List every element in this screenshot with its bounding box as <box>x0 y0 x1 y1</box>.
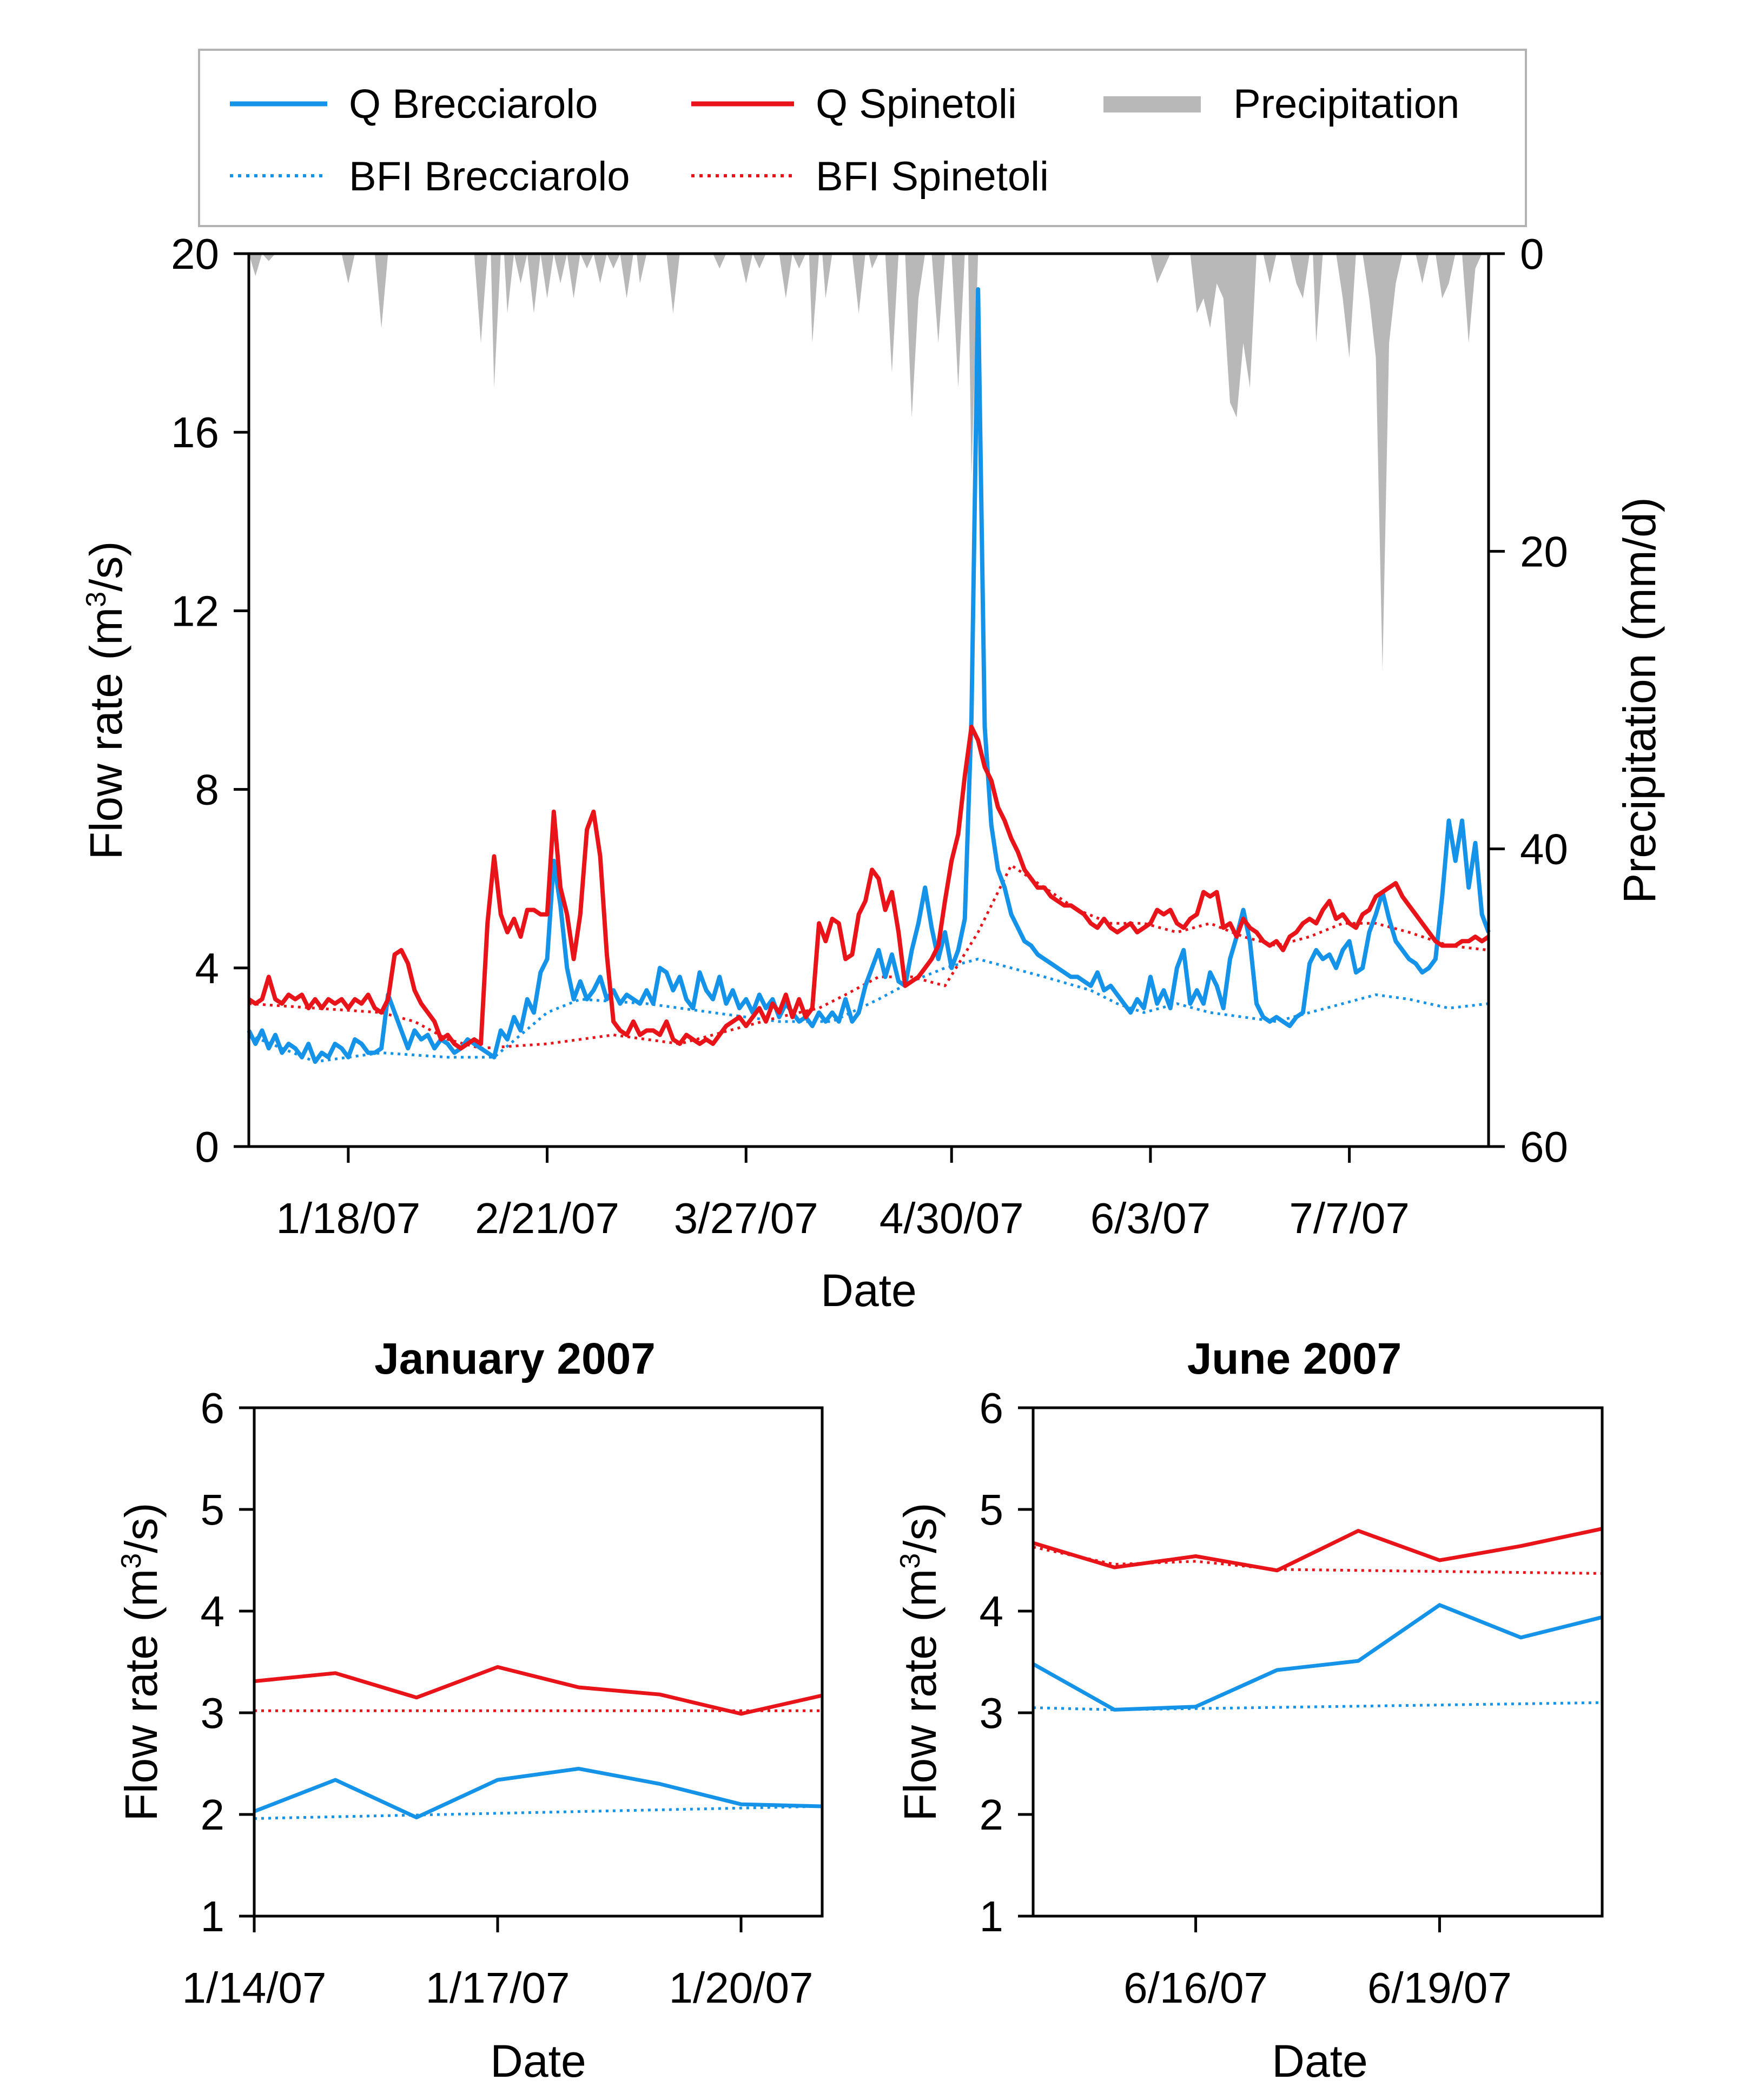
main-y-axis-title: Flow rate (m3/s) <box>81 541 131 860</box>
january-y-axis-title-text: Flow rate (m <box>116 1569 167 1821</box>
june-y-axis-title-superscript: 3 <box>895 1553 926 1569</box>
x-tick-label: 6/3/07 <box>1090 1194 1211 1242</box>
y-tick-label: 6 <box>980 1384 1004 1432</box>
y-tick-label: 3 <box>201 1689 225 1737</box>
x-tick-label: 7/7/07 <box>1289 1194 1409 1242</box>
y-tick-label: 0 <box>195 1123 220 1171</box>
june-y-axis-title: Flow rate (m3/s) <box>895 1503 946 1821</box>
precipitation-area <box>249 254 1489 671</box>
series-q-spinetoli <box>1032 1527 1603 1573</box>
june-x-axis-title: Date <box>1272 2036 1367 2086</box>
x-tick-label: 2/21/07 <box>475 1194 619 1242</box>
series-q-spinetoli <box>254 1665 823 1716</box>
legend-frame <box>198 49 1527 227</box>
june-y-axis-title-text: Flow rate (m <box>895 1569 946 1821</box>
y-tick-label: 16 <box>171 408 219 456</box>
y-tick-label: 4 <box>980 1587 1004 1635</box>
y-tick-label: 6 <box>201 1384 225 1432</box>
y2-tick-label: 0 <box>1520 230 1544 278</box>
main-x-axis-title: Date <box>821 1265 916 1316</box>
january-plot-frame <box>253 1406 824 1918</box>
january-y-axis-title: Flow rate (m3/s) <box>116 1503 167 1821</box>
legend: Q Brecciarolo Q Spinetoli Precipitation … <box>198 49 1527 227</box>
y-tick-label: 2 <box>201 1791 225 1839</box>
june-plot-frame <box>1032 1406 1604 1918</box>
june-chart: June 2007 1 2 3 4 5 6 6/16/07 6/19/07 Flow rate… <box>895 1334 1604 2086</box>
x-tick-label: 1/20/07 <box>669 1964 814 2012</box>
y-tick-label: 20 <box>171 230 219 278</box>
x-tick-label: 3/27/07 <box>674 1194 818 1242</box>
january-ticks: 1 2 3 4 5 6 1/14/07 1/17/07 1/20/07 <box>182 1384 814 2012</box>
y2-tick-label: 20 <box>1520 527 1568 575</box>
june-series-group <box>1032 1527 1603 1712</box>
y-tick-label: 4 <box>201 1587 225 1635</box>
y-tick-label: 1 <box>980 1892 1004 1940</box>
x-tick-label: 1/17/07 <box>426 1964 570 2012</box>
january-title: January 2007 <box>374 1334 656 1383</box>
y-tick-label: 12 <box>171 587 219 635</box>
y-tick-label: 1 <box>201 1892 225 1940</box>
main-ticks: 0 20 40 60 0 4 8 12 16 20 1/18/07 2/21/07 3/27/07 4/3… <box>171 230 1568 1242</box>
main-plot-area <box>247 252 1491 1148</box>
series-q-spinetoli <box>247 725 1490 1051</box>
legend-label-q-spinetoli: Q Spinetoli <box>816 81 1017 127</box>
y-tick-label: 5 <box>980 1486 1004 1534</box>
y-tick-label: 5 <box>201 1486 225 1534</box>
january-series-group <box>253 1665 823 1820</box>
january-x-axis-title: Date <box>490 2036 586 2086</box>
series-q-brecciarolo <box>1032 1603 1603 1712</box>
series-bfi-brecciarolo <box>248 957 1489 1063</box>
y2-tick-label: 40 <box>1520 825 1568 873</box>
y2-tick-label: 60 <box>1520 1123 1568 1171</box>
main-y-axis-title-superscript: 3 <box>81 592 112 607</box>
series-q-brecciarolo <box>253 1766 823 1820</box>
x-tick-label: 4/30/07 <box>880 1194 1024 1242</box>
main-plot-frame <box>247 252 1490 1148</box>
legend-label-bfi-spinetoli: BFI Spinetoli <box>816 154 1049 200</box>
y-tick-label: 2 <box>980 1791 1004 1839</box>
legend-swatch-precipitation <box>1103 96 1201 112</box>
june-y-axis-title-units: /s) <box>895 1503 946 1553</box>
june-ticks: 1 2 3 4 5 6 6/16/07 6/19/07 <box>980 1384 1512 2012</box>
x-tick-label: 1/14/07 <box>182 1964 327 2012</box>
series-bfi-brecciarolo <box>254 1805 823 1820</box>
main-series-group <box>247 287 1491 1064</box>
y-tick-label: 4 <box>195 944 220 992</box>
x-tick-label: 6/19/07 <box>1367 1964 1512 2012</box>
january-y-axis-title-superscript: 3 <box>116 1553 147 1569</box>
january-y-axis-title-units: /s) <box>116 1503 167 1553</box>
series-q-brecciarolo <box>247 287 1491 1064</box>
legend-label-bfi-brecciarolo: BFI Brecciarolo <box>349 154 630 200</box>
y-tick-label: 8 <box>195 766 220 814</box>
main-y2-axis-title: Precipitation (mm/d) <box>1614 497 1665 904</box>
y-tick-label: 3 <box>980 1689 1004 1737</box>
main-y-axis-title-units: /s) <box>81 541 131 592</box>
legend-label-q-brecciarolo: Q Brecciarolo <box>349 81 598 127</box>
june-title: June 2007 <box>1187 1334 1402 1383</box>
january-chart: January 2007 1 2 3 4 5 6 1/14/07 1/17/07 1/20/07… <box>116 1334 824 2086</box>
main-chart: 0 20 40 60 0 4 8 12 16 20 1/18/07 2/21/07 3/27/07 4/3… <box>81 230 1665 1316</box>
x-tick-label: 1/18/07 <box>276 1194 420 1242</box>
legend-label-precipitation: Precipitation <box>1233 81 1459 127</box>
precipitation-series <box>249 254 1489 671</box>
series-bfi-spinetoli <box>248 864 1489 1050</box>
main-y-axis-title-text: Flow rate (m <box>81 607 131 860</box>
x-tick-label: 6/16/07 <box>1123 1964 1268 2012</box>
